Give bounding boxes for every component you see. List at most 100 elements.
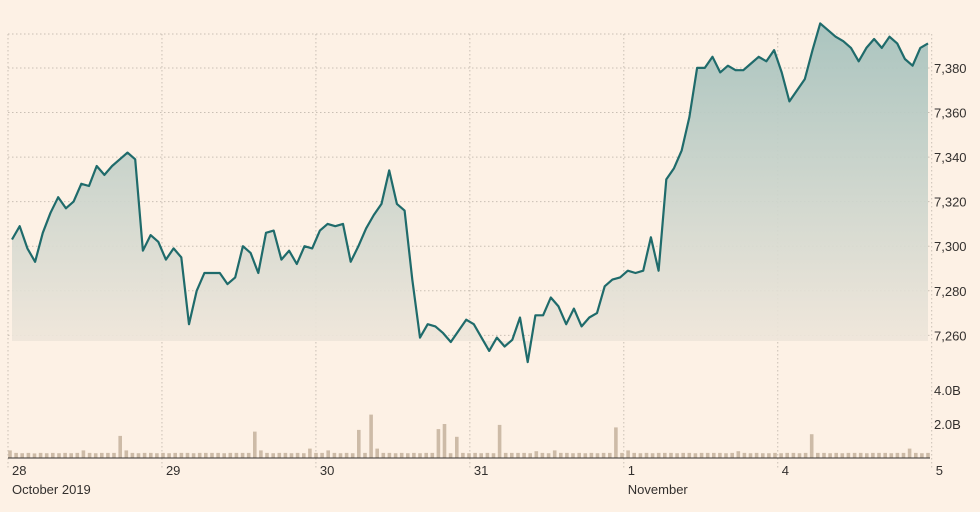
price-axis: 7,260 7,280 7,300 7,320 7,340 7,360 7,380 (934, 61, 967, 343)
volume-bar (528, 453, 532, 458)
volume-bar (204, 452, 208, 458)
volume-bar (730, 452, 734, 458)
volume-bar (228, 452, 233, 458)
volume-bar (601, 452, 606, 458)
volume-bar (926, 452, 930, 458)
price-area (12, 23, 928, 363)
volume-bar (259, 450, 263, 459)
volume-bar (883, 452, 887, 458)
volume-bar (724, 453, 728, 458)
volume-bar (840, 453, 845, 458)
volume-bar (185, 452, 190, 458)
volume-bar (914, 452, 918, 458)
volume-bar (369, 414, 373, 458)
volume-bar (589, 452, 594, 458)
volume-bar (718, 452, 722, 458)
volume-bar (516, 452, 520, 458)
volume-bar (100, 452, 104, 458)
price-tick-label: 7,260 (934, 328, 967, 343)
volume-bar (522, 452, 526, 458)
volume-bar (467, 453, 471, 458)
volume-bar (93, 453, 98, 458)
date-tick-label: 31 (474, 463, 488, 478)
volume-bar (491, 453, 496, 458)
volume-bar (632, 452, 636, 458)
volume-bar (308, 448, 312, 458)
volume-bar (871, 452, 875, 458)
volume-bar (852, 452, 857, 458)
volume-bar (785, 452, 789, 458)
volume-bar (742, 452, 747, 458)
volume-bar (681, 452, 685, 458)
volume-bar (338, 453, 343, 458)
volume-bar (889, 453, 894, 458)
date-tick-label: 28 (12, 463, 26, 478)
volume-bar (901, 452, 906, 458)
volume-bar (675, 453, 679, 458)
volume-bar (130, 452, 135, 458)
volume-bar (332, 452, 337, 458)
volume-bar (754, 452, 759, 458)
volume-bar (448, 453, 453, 458)
volume-bar (81, 450, 86, 459)
volume-bar (761, 453, 765, 458)
volume-bar (595, 453, 600, 458)
volume-bar (363, 452, 367, 458)
price-tick-label: 7,320 (934, 195, 967, 210)
volume-bar (418, 453, 422, 458)
volume-bar (858, 452, 863, 458)
volume-bar (540, 452, 545, 458)
volume-bar (455, 436, 459, 459)
volume-bar (271, 453, 275, 458)
volume-bar (779, 453, 783, 458)
date-axis: 28 October 2019 29 30 31 1 November 4 5 (12, 463, 943, 497)
volume-bar (767, 453, 771, 458)
price-tick-label: 7,340 (934, 150, 967, 165)
date-tick-label: 30 (320, 463, 334, 478)
volume-bar (124, 450, 129, 459)
volume-tick-label: 2.0B (934, 417, 961, 432)
volume-tick-label: 4.0B (934, 383, 961, 398)
volume-bar (656, 452, 661, 458)
volume-bar (809, 434, 814, 458)
volume-bar (503, 452, 508, 458)
volume-bar (650, 453, 655, 458)
volume-bar (8, 450, 12, 459)
volume-bar (626, 450, 630, 459)
volume-bar (571, 453, 575, 458)
volume-bar (663, 452, 667, 458)
volume-bar (44, 453, 49, 458)
volume-bar (834, 452, 838, 458)
price-tick-label: 7,380 (934, 61, 967, 76)
volume-bar (614, 427, 618, 458)
volume-bar (497, 424, 502, 458)
volume-bar (69, 453, 73, 458)
volume-axis: 2.0B 4.0B (934, 383, 961, 432)
volume-bar (583, 453, 588, 458)
volume-bar (20, 453, 24, 458)
volume-bar (803, 452, 808, 458)
volume-bar (644, 452, 649, 458)
volume-bar (14, 452, 18, 458)
volume-bar (620, 452, 624, 458)
volume-bar (112, 452, 116, 458)
volume-bar (406, 453, 410, 458)
volume-bar (877, 452, 881, 458)
volume-bar (865, 453, 869, 458)
volume-bar (167, 453, 171, 458)
volume-bar (234, 452, 239, 458)
volume-bar (828, 453, 832, 458)
volume-bar (191, 453, 196, 458)
volume-bar (240, 452, 245, 458)
volume-bar (179, 452, 184, 458)
volume-bar (26, 452, 31, 458)
volume-bar (87, 452, 92, 458)
volume-bar (38, 452, 43, 458)
volume-bar (265, 452, 269, 458)
volume-bar (63, 452, 67, 458)
volume-bar (302, 453, 306, 458)
volume-bar (283, 452, 288, 458)
volume-bar (693, 453, 698, 458)
volume-bar (350, 453, 355, 458)
